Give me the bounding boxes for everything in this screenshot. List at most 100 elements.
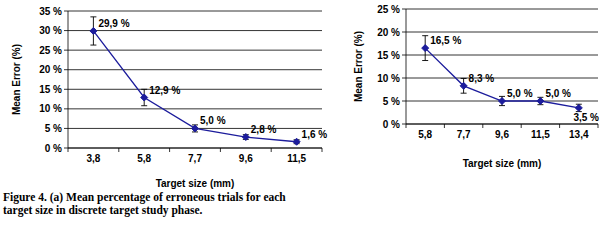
data-label: 16,5 % bbox=[430, 35, 461, 46]
x-tick-label: 9,6 bbox=[495, 129, 509, 140]
y-tick bbox=[64, 89, 68, 90]
x-tick bbox=[220, 148, 221, 152]
grid-line bbox=[406, 55, 598, 56]
grid-line bbox=[68, 148, 322, 149]
marker bbox=[293, 138, 300, 145]
grid-line bbox=[406, 32, 598, 33]
x-tick-label: 13,4 bbox=[569, 129, 589, 140]
grid-line bbox=[68, 30, 322, 31]
marker bbox=[499, 98, 506, 105]
x-tick bbox=[482, 124, 483, 128]
marker bbox=[141, 94, 148, 101]
y-tick bbox=[402, 101, 406, 102]
marker bbox=[242, 134, 249, 141]
data-label: 5,0 % bbox=[545, 88, 571, 99]
y-tick bbox=[402, 55, 406, 56]
y-tick bbox=[64, 11, 68, 12]
x-tick-label: 9,6 bbox=[239, 153, 253, 164]
y-tick-label: 10 % bbox=[377, 73, 400, 84]
chart: 0 %5 %10 %15 %20 %25 %30 %35 %3,85,87,79… bbox=[11, 6, 327, 190]
caption-line: Figure 4. (a) Mean percentage of erroneo… bbox=[3, 191, 286, 204]
x-tick bbox=[598, 124, 599, 128]
y-axis bbox=[406, 9, 407, 124]
caption-line: target size in discrete target study pha… bbox=[3, 204, 203, 217]
y-axis-title: Mean Error (%) bbox=[353, 31, 364, 102]
y-tick-label: 5 % bbox=[383, 96, 400, 107]
y-tick bbox=[402, 78, 406, 79]
data-label: 3,5 % bbox=[573, 112, 599, 123]
series-line bbox=[425, 48, 579, 108]
x-tick bbox=[68, 148, 69, 152]
grid-line bbox=[68, 89, 322, 90]
error-bar bbox=[141, 89, 147, 105]
data-label: 5,0 % bbox=[507, 88, 533, 99]
y-tick-label: 25 % bbox=[377, 4, 400, 15]
y-tick bbox=[64, 30, 68, 31]
error-cap bbox=[422, 60, 428, 61]
grid-line bbox=[68, 69, 322, 70]
error-cap bbox=[141, 105, 147, 106]
y-tick bbox=[64, 128, 68, 129]
y-tick-label: 5 % bbox=[45, 123, 62, 134]
x-axis bbox=[68, 148, 322, 149]
x-tick-label: 5,8 bbox=[137, 153, 151, 164]
data-label: 29,9 % bbox=[98, 18, 129, 29]
error-cap bbox=[141, 89, 147, 90]
marker bbox=[90, 27, 97, 34]
y-tick bbox=[64, 148, 68, 149]
grid-line bbox=[68, 108, 322, 109]
error-cap bbox=[90, 45, 96, 46]
error-bar bbox=[422, 36, 428, 61]
error-cap bbox=[499, 96, 505, 97]
x-axis-title: Target size (mm) bbox=[463, 158, 542, 169]
y-tick-label: 15 % bbox=[377, 50, 400, 61]
y-tick bbox=[402, 32, 406, 33]
y-tick-label: 0 % bbox=[383, 119, 400, 130]
x-tick bbox=[118, 148, 119, 152]
x-tick bbox=[559, 124, 560, 128]
y-tick bbox=[64, 69, 68, 70]
marks bbox=[422, 36, 583, 112]
x-tick bbox=[271, 148, 272, 152]
y-tick-label: 30 % bbox=[39, 25, 62, 36]
error-bar bbox=[576, 104, 582, 111]
marks bbox=[90, 17, 300, 145]
y-tick-label: 20 % bbox=[377, 27, 400, 38]
x-tick-label: 7,7 bbox=[457, 129, 471, 140]
x-tick bbox=[444, 124, 445, 128]
marker bbox=[460, 82, 467, 89]
y-tick-label: 20 % bbox=[39, 64, 62, 75]
marker bbox=[422, 45, 429, 52]
error-cap bbox=[422, 35, 428, 36]
error-cap bbox=[90, 16, 96, 17]
data-label: 1,6 % bbox=[302, 129, 328, 140]
error-bar bbox=[192, 125, 198, 132]
x-tick-label: 7,7 bbox=[188, 153, 202, 164]
x-tick bbox=[406, 124, 407, 128]
x-tick-label: 3,8 bbox=[86, 153, 100, 164]
y-tick-label: 10 % bbox=[39, 103, 62, 114]
data-label: 12,9 % bbox=[149, 85, 180, 96]
error-cap bbox=[499, 105, 505, 106]
x-axis bbox=[406, 124, 598, 125]
x-tick bbox=[322, 148, 323, 152]
chart: 0 %5 %10 %15 %20 %25 %5,87,79,611,513,4M… bbox=[353, 4, 599, 170]
x-axis-title: Target size (mm) bbox=[156, 178, 235, 189]
grid-line bbox=[68, 50, 322, 51]
y-tick bbox=[64, 50, 68, 51]
y-tick bbox=[64, 108, 68, 109]
grid-line bbox=[406, 124, 598, 125]
error-bar bbox=[537, 97, 543, 104]
error-bar bbox=[499, 96, 505, 105]
error-bar bbox=[461, 78, 467, 93]
grid-line bbox=[406, 9, 598, 10]
y-tick-label: 15 % bbox=[39, 84, 62, 95]
error-bar bbox=[90, 17, 96, 45]
grid-line bbox=[406, 78, 598, 79]
data-label: 2,8 % bbox=[251, 124, 277, 135]
data-label: 5,0 % bbox=[200, 115, 226, 126]
y-tick bbox=[402, 124, 406, 125]
x-tick bbox=[521, 124, 522, 128]
figure: 0 %5 %10 %15 %20 %25 %30 %35 %3,85,87,79… bbox=[0, 0, 600, 227]
marker bbox=[192, 125, 199, 132]
